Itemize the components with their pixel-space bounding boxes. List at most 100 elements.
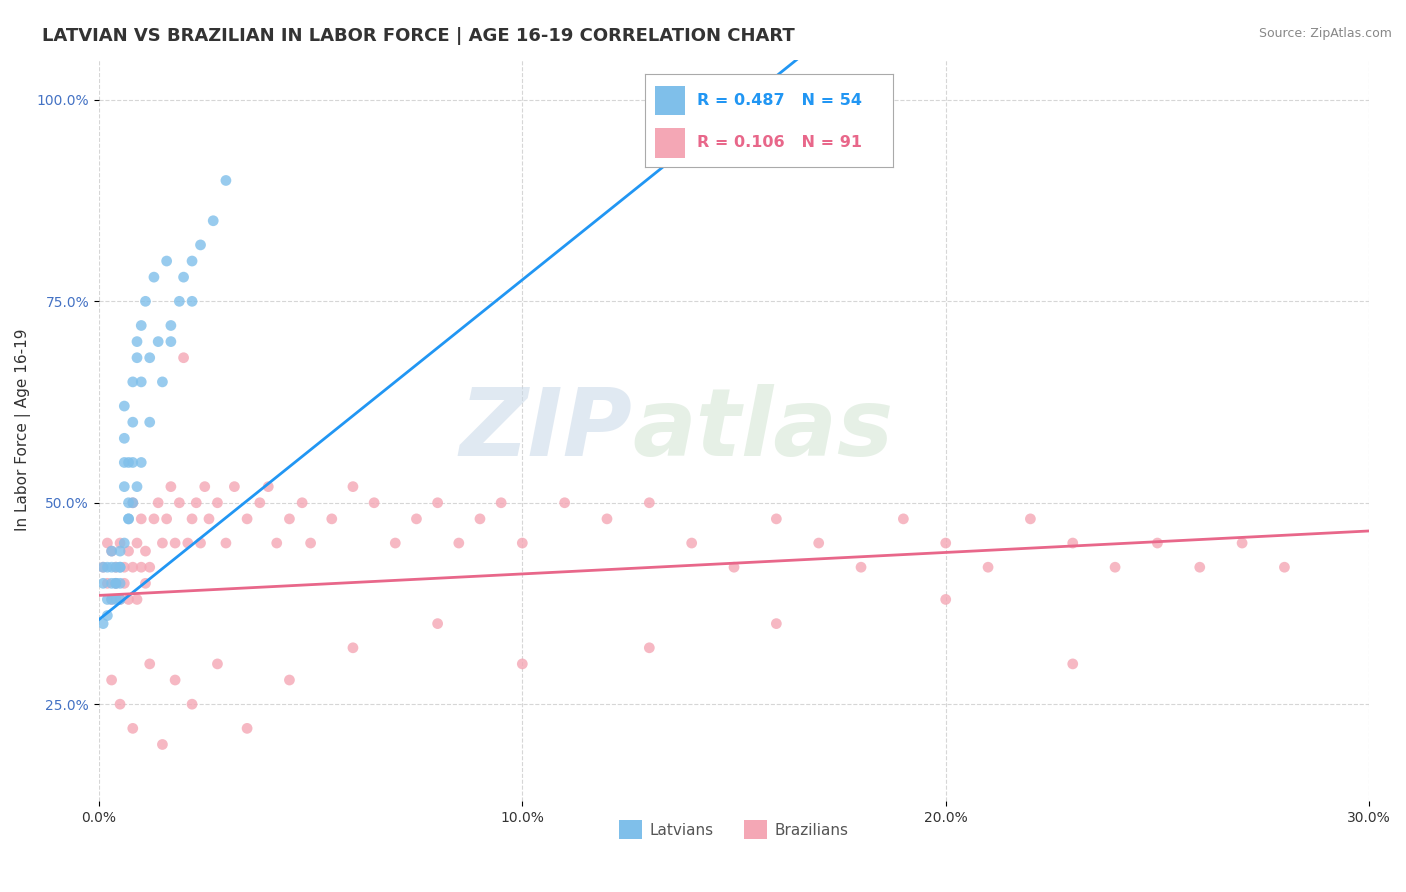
Point — [723, 560, 745, 574]
Point — [181, 512, 204, 526]
Point — [134, 576, 156, 591]
Point — [148, 334, 170, 349]
Point — [278, 512, 301, 526]
Point — [156, 254, 179, 268]
Point — [108, 536, 131, 550]
Point — [121, 375, 143, 389]
Point — [125, 351, 148, 365]
Point — [125, 480, 148, 494]
Point — [152, 375, 174, 389]
Point — [91, 560, 114, 574]
Point — [447, 536, 470, 550]
Point — [91, 576, 114, 591]
Point — [112, 399, 135, 413]
Point — [321, 512, 343, 526]
Legend: Latvians, Brazilians: Latvians, Brazilians — [613, 814, 855, 845]
Point — [112, 576, 135, 591]
Point — [104, 576, 127, 591]
Text: Source: ZipAtlas.com: Source: ZipAtlas.com — [1258, 27, 1392, 40]
Point — [134, 294, 156, 309]
Point — [138, 415, 160, 429]
Point — [121, 496, 143, 510]
Point — [299, 536, 322, 550]
Point — [224, 480, 246, 494]
Point — [194, 480, 217, 494]
Point — [181, 697, 204, 711]
Point — [1188, 560, 1211, 574]
Point — [100, 544, 122, 558]
Point — [108, 592, 131, 607]
Point — [160, 480, 183, 494]
Point — [125, 536, 148, 550]
Point — [104, 592, 127, 607]
Point — [160, 318, 183, 333]
Point — [156, 512, 179, 526]
Point — [215, 536, 238, 550]
Point — [849, 560, 872, 574]
Point — [173, 270, 195, 285]
Point — [681, 536, 703, 550]
Point — [807, 536, 830, 550]
Point — [125, 334, 148, 349]
Point — [510, 536, 533, 550]
Point — [117, 512, 139, 526]
Point — [100, 576, 122, 591]
Point — [342, 640, 364, 655]
Point — [108, 592, 131, 607]
Point — [96, 608, 118, 623]
Point — [1274, 560, 1296, 574]
Point — [165, 536, 187, 550]
Point — [96, 560, 118, 574]
Point — [342, 480, 364, 494]
Point — [198, 512, 221, 526]
Point — [1146, 536, 1168, 550]
Point — [426, 616, 449, 631]
Point — [100, 560, 122, 574]
Point — [893, 512, 915, 526]
Point — [190, 238, 212, 252]
Point — [121, 415, 143, 429]
Point — [1104, 560, 1126, 574]
Point — [121, 722, 143, 736]
Point — [104, 560, 127, 574]
Point — [152, 536, 174, 550]
Point — [108, 576, 131, 591]
Y-axis label: In Labor Force | Age 16-19: In Labor Force | Age 16-19 — [15, 329, 31, 532]
Point — [935, 592, 957, 607]
Point — [129, 560, 152, 574]
Point — [142, 512, 165, 526]
Point — [181, 254, 204, 268]
Point — [510, 657, 533, 671]
Point — [1062, 657, 1084, 671]
Point — [121, 455, 143, 469]
Point — [236, 512, 259, 526]
Point — [108, 560, 131, 574]
Point — [112, 455, 135, 469]
Point — [104, 576, 127, 591]
Point — [181, 294, 204, 309]
Point — [935, 536, 957, 550]
Point — [91, 560, 114, 574]
Point — [169, 294, 191, 309]
Point — [1230, 536, 1253, 550]
Point — [108, 544, 131, 558]
Point — [207, 657, 229, 671]
Point — [108, 560, 131, 574]
Text: ZIP: ZIP — [460, 384, 633, 476]
Point — [363, 496, 385, 510]
Point — [426, 496, 449, 510]
Point — [257, 480, 280, 494]
Point — [104, 560, 127, 574]
Point — [236, 722, 259, 736]
Text: LATVIAN VS BRAZILIAN IN LABOR FORCE | AGE 16-19 CORRELATION CHART: LATVIAN VS BRAZILIAN IN LABOR FORCE | AG… — [42, 27, 794, 45]
Point — [100, 592, 122, 607]
Point — [117, 496, 139, 510]
Point — [112, 536, 135, 550]
Point — [138, 560, 160, 574]
Point — [207, 496, 229, 510]
Point — [112, 560, 135, 574]
Point — [489, 496, 512, 510]
Point — [186, 496, 208, 510]
Point — [384, 536, 406, 550]
Point — [117, 512, 139, 526]
